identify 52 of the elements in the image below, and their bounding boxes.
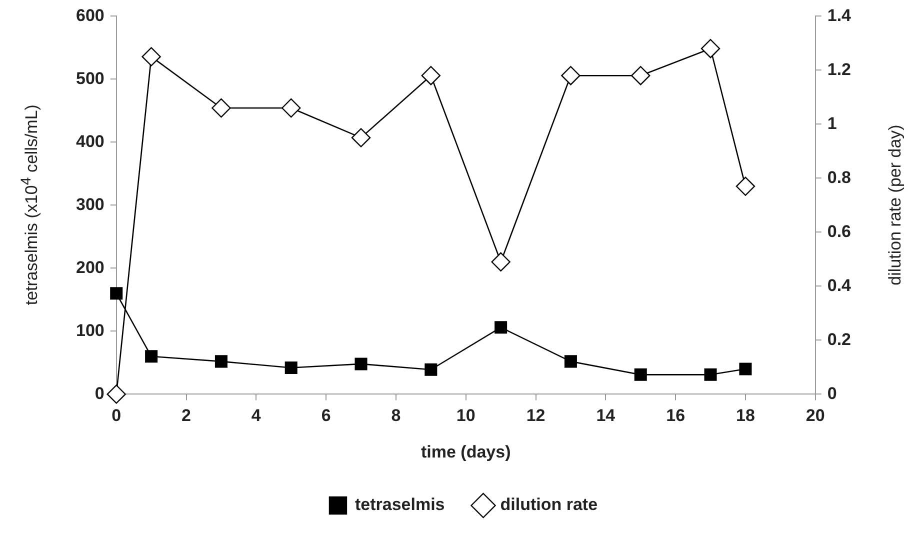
point	[739, 362, 752, 376]
point	[142, 47, 161, 66]
y2-tick-label: 0.8	[827, 168, 852, 187]
x-tick-label: 10	[456, 406, 476, 426]
legend-label: tetraselmis	[354, 495, 445, 514]
x-axis-title: time (days)	[420, 442, 511, 462]
point	[561, 66, 580, 86]
x-tick-label: 6	[321, 406, 331, 426]
y2-tick-label: 0.2	[827, 330, 852, 349]
x-tick-label: 18	[736, 406, 755, 426]
point	[631, 66, 650, 86]
x-tick-label: 4	[251, 406, 262, 426]
point	[494, 321, 508, 334]
x-tick-label: 2	[182, 406, 191, 426]
x-tick-label: 0	[112, 406, 122, 426]
x-tick-label: 8	[391, 406, 401, 426]
point	[106, 384, 126, 404]
point	[634, 368, 647, 381]
point	[284, 361, 298, 374]
y-tick-label: 400	[76, 132, 104, 151]
point	[424, 363, 438, 376]
point	[704, 368, 717, 381]
y2-tick-label: 0.6	[827, 222, 852, 241]
x-tick-label: 14	[596, 406, 616, 426]
y-tick-label: 200	[76, 258, 104, 277]
point	[354, 358, 368, 370]
x-tick-label: 16	[666, 406, 686, 426]
y2-tick-label: 1.4	[827, 6, 852, 25]
point	[421, 66, 441, 86]
point	[351, 128, 371, 148]
point	[491, 252, 510, 272]
y-tick-label: 600	[76, 6, 104, 25]
y-tick-label: 0	[94, 384, 104, 403]
point	[214, 355, 228, 368]
point	[564, 355, 577, 368]
point	[212, 98, 231, 118]
point	[110, 287, 123, 300]
y2-tick-label: 0	[827, 384, 837, 403]
y-tick-label: 100	[76, 320, 104, 340]
point	[145, 350, 158, 363]
point	[736, 176, 756, 196]
y2-tick-label: 0.4	[827, 276, 852, 295]
x-tick-label: 12	[526, 406, 546, 426]
y2-tick-label: 1	[827, 114, 837, 133]
point	[282, 98, 301, 118]
y2-tick-label: 1.2	[827, 60, 852, 79]
y-tick-label: 300	[76, 194, 104, 214]
y2-axis-title: dilution rate (per day)	[884, 124, 905, 286]
x-tick-label: 20	[806, 406, 825, 426]
legend-label: dilution rate	[500, 495, 598, 514]
point	[700, 39, 720, 58]
y-tick-label: 500	[76, 68, 104, 88]
